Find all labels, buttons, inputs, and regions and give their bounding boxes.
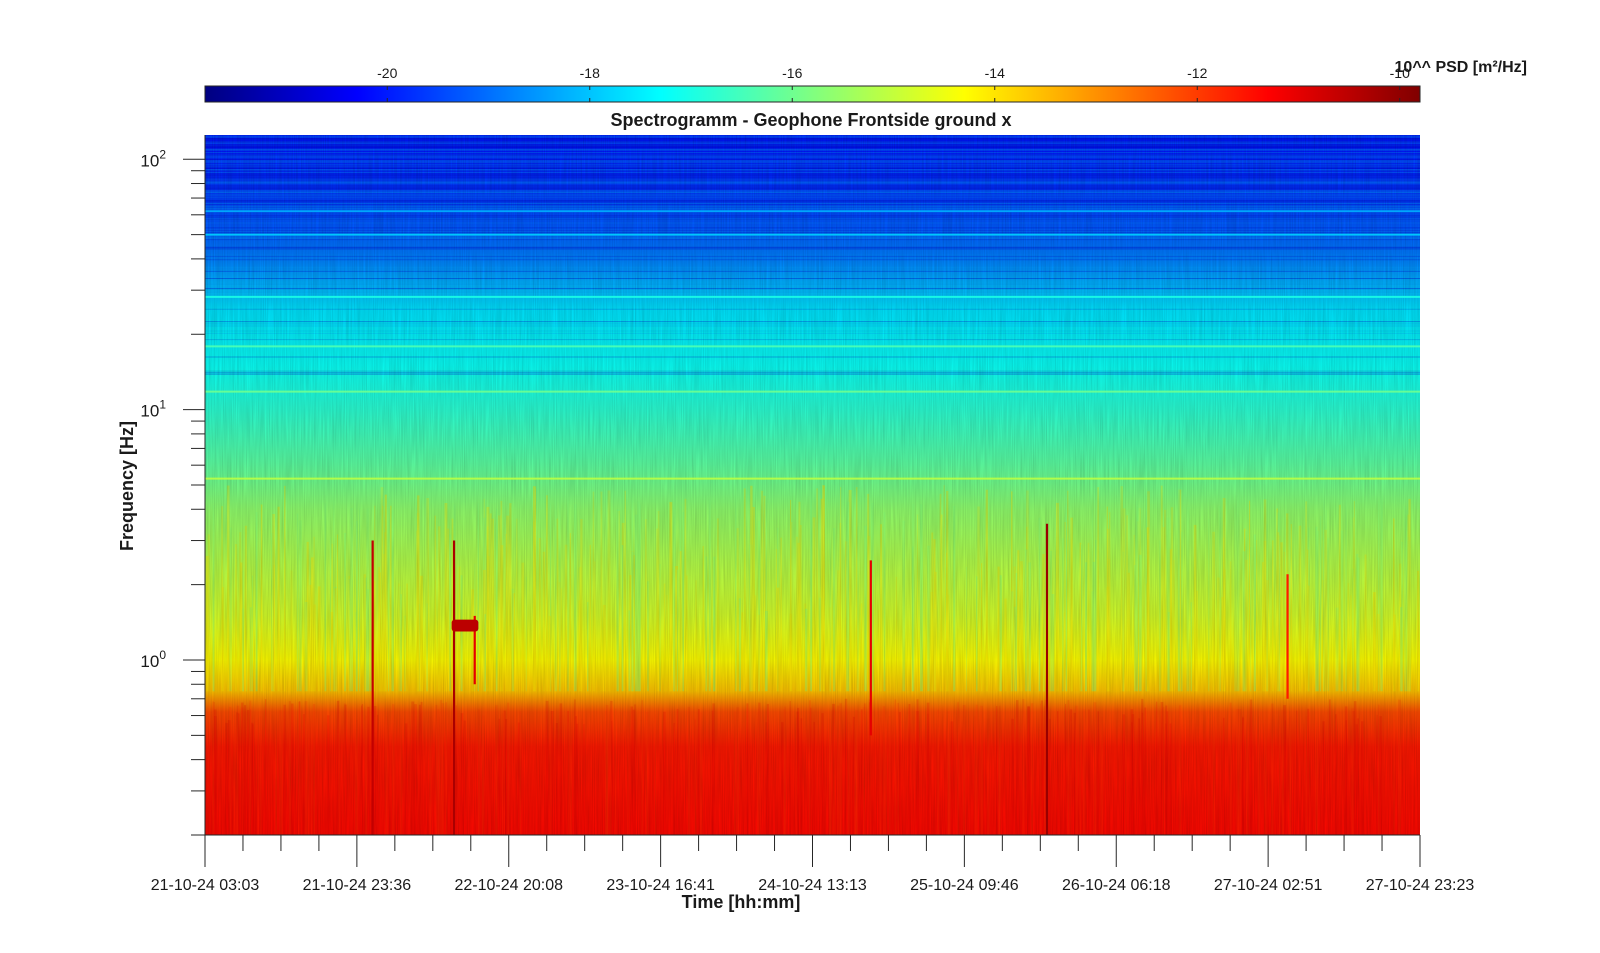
x-tick-label: 27-10-24 23:23 [1366,877,1475,894]
plot-area [205,135,1420,835]
x-tick-label: 26-10-24 06:18 [1062,877,1171,894]
x-axis: 21-10-24 03:03 21-10-24 23:36 22-10-24 20:… [151,834,1475,894]
x-tick-label: 21-10-24 23:36 [303,877,412,894]
x-tick-label: 25-10-24 09:46 [910,877,1019,894]
colorbar-label: 10^^ PSD [m²/Hz] [1395,59,1527,76]
colorbar-tick-label: -20 [377,65,397,81]
y-tick-label: 101 [140,398,166,421]
x-tick-label: 21-10-24 03:03 [151,877,260,894]
x-tick-label: 27-10-24 02:51 [1214,877,1323,894]
y-axis: 100 101 102 [140,135,206,836]
y-tick-label: 100 [140,648,166,671]
colorbar-tick-label: -14 [985,65,1005,81]
y-axis-label: Frequency [Hz] [117,421,137,551]
chart-title: Spectrogramm - Geophone Frontside ground… [610,110,1011,130]
colorbar-gradient [204,85,1421,103]
spectrogram-grain [205,135,1420,835]
x-axis-label: Time [hh:mm] [682,892,801,912]
colorbar-tick-label: -12 [1187,65,1207,81]
colorbar: -20 -18 -16 -14 -12 -10 [204,65,1421,103]
colorbar-tick-label: -10 [1390,65,1410,81]
x-tick-label: 22-10-24 20:08 [454,877,563,894]
x-tick-label: 24-10-24 13:13 [758,877,867,894]
y-tick-label: 102 [140,147,166,170]
colorbar-tick-label: -16 [782,65,802,81]
x-tick-label: 23-10-24 16:41 [606,877,715,894]
colorbar-tick-label: -18 [580,65,600,81]
narrowband-burst [451,619,479,632]
